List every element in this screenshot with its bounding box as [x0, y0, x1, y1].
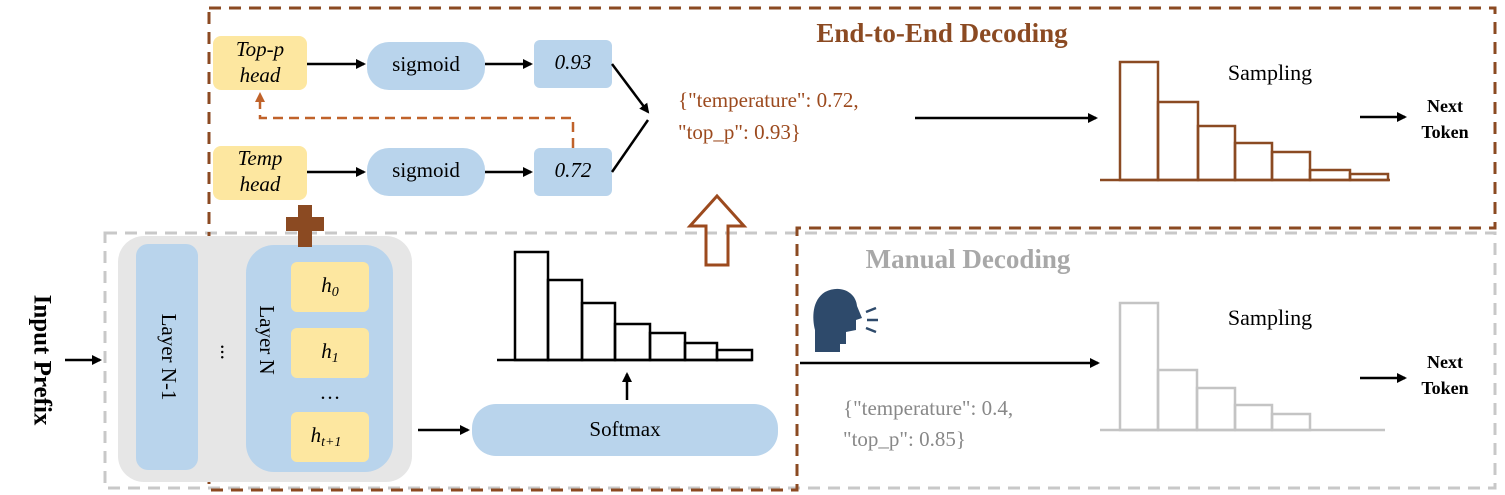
sampling-label: Sampling — [1228, 60, 1312, 85]
hist-bar — [715, 348, 754, 362]
upgrade-arrow — [686, 193, 748, 267]
sampling-label: Sampling — [1228, 305, 1312, 330]
subscript: 1 — [332, 351, 339, 366]
hist-bar — [613, 322, 652, 362]
sigmoid-label: sigmoid — [392, 52, 460, 76]
input-label: Input Prefix — [28, 295, 55, 426]
hist-bar — [1233, 403, 1274, 432]
sigmoid-box — [367, 42, 485, 90]
hist-bar — [1308, 168, 1352, 182]
histograms — [497, 60, 1390, 432]
hist-bar — [1348, 172, 1390, 182]
sigmoid-box — [367, 148, 485, 196]
hist-bar — [513, 250, 550, 362]
plus-icon — [286, 205, 324, 247]
feedback-arrow — [255, 92, 575, 148]
hist-bar — [1196, 124, 1237, 182]
hist-bar — [1118, 60, 1160, 182]
speaker-icon — [813, 288, 878, 352]
params-text: "top_p": 0.93} — [678, 120, 801, 144]
hist-bar — [1195, 386, 1237, 432]
h: h — [321, 273, 332, 297]
head-label: Top-p — [236, 37, 284, 61]
value-label: 0.72 — [555, 158, 592, 182]
hidden-box — [291, 262, 369, 312]
hist-bar — [1118, 301, 1160, 432]
head-label: head — [240, 63, 281, 87]
hist-bar — [683, 341, 719, 362]
hist-bar — [1156, 368, 1199, 432]
next-token: Next — [1427, 352, 1463, 372]
hist-bar — [648, 331, 687, 362]
head-box — [213, 146, 307, 200]
subscript: t+1 — [321, 435, 341, 450]
value-box — [534, 40, 612, 88]
hist-bar — [1233, 141, 1274, 182]
next-token: Token — [1421, 378, 1468, 398]
sigmoid-label: sigmoid — [392, 158, 460, 182]
h: h — [321, 339, 332, 363]
arrows — [65, 59, 1407, 435]
hidden-box — [291, 328, 369, 378]
next-token: Next — [1427, 96, 1463, 116]
head-label: Temp — [238, 146, 283, 170]
next-token: Token — [1421, 122, 1468, 142]
section-title: Manual Decoding — [866, 244, 1071, 274]
ellipsis: … — [320, 380, 341, 404]
value-label: 0.93 — [555, 50, 592, 74]
softmax-box — [472, 404, 778, 456]
hist-bar — [580, 301, 617, 362]
params-text: {"temperature": 0.72, — [678, 88, 859, 112]
hist-bar — [1270, 150, 1312, 182]
end-to-end-frame — [207, 6, 1497, 492]
head-label: head — [240, 172, 281, 196]
subscript: 0 — [332, 285, 339, 300]
ellipsis: ... — [216, 344, 240, 360]
layer-label: Layer N-1 — [157, 314, 181, 401]
h: h — [311, 423, 322, 447]
layer-box — [136, 244, 198, 470]
hist-bar — [1270, 412, 1312, 432]
hidden-label: ht+1 — [311, 423, 342, 450]
hidden-label: h1 — [321, 339, 339, 366]
head-box — [213, 36, 307, 90]
value-box — [534, 148, 612, 196]
softmax-label: Softmax — [589, 417, 661, 441]
section-title: End-to-End Decoding — [816, 18, 1068, 48]
hist-bar — [1156, 100, 1200, 182]
hidden-box — [291, 412, 369, 462]
params-text: "top_p": 0.85} — [843, 427, 966, 451]
hidden-label: h0 — [321, 273, 339, 300]
params-text: {"temperature": 0.4, — [843, 396, 1013, 420]
hist-bar — [546, 278, 584, 362]
layer-label: Layer N — [255, 305, 279, 374]
manual-frame — [103, 231, 1497, 490]
